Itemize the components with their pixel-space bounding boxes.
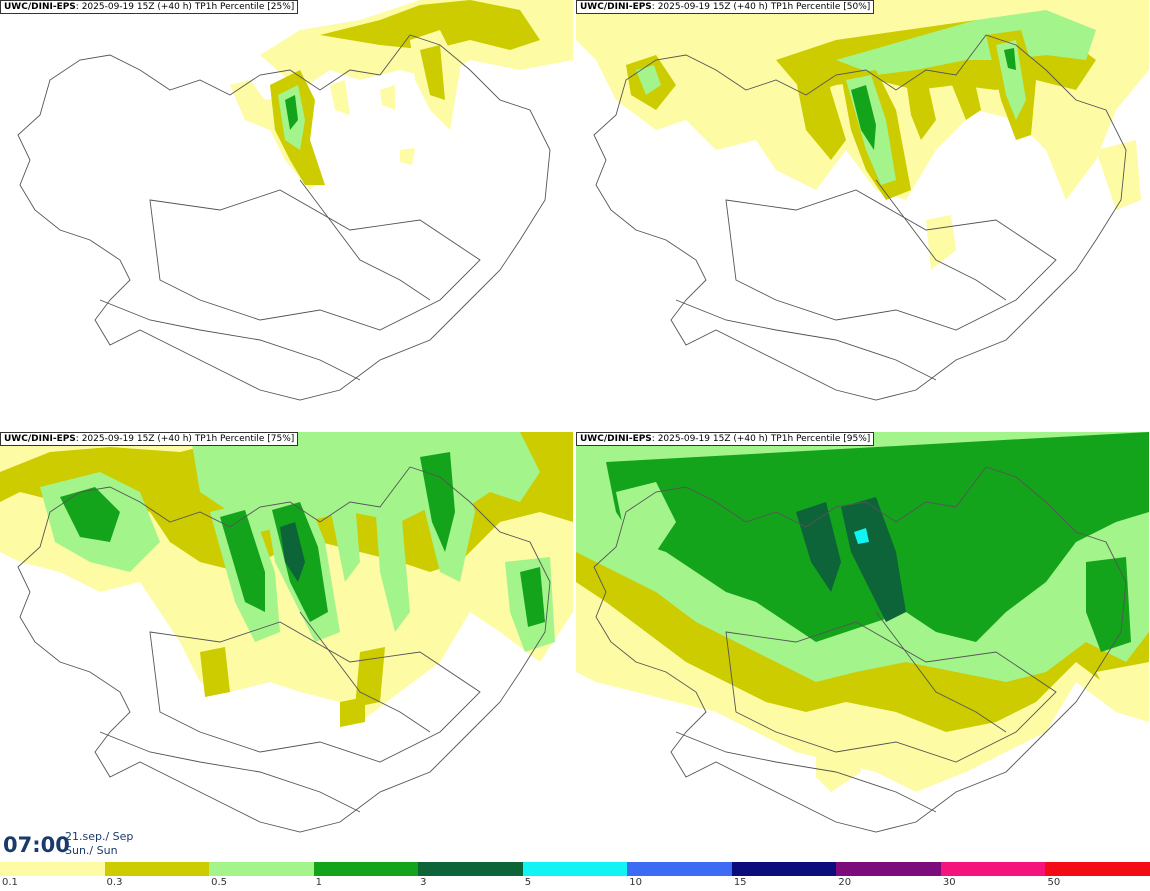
- iceland-outline: [17, 466, 551, 833]
- run-time: 2025-09-19 15Z (+40 h): [81, 2, 192, 12]
- legend-swatch: [731, 862, 837, 876]
- model-name: UWC/DINI-EPS: [580, 434, 652, 444]
- map-panel-p25: UWC/DINI-EPS: 2025-09-19 15Z (+40 h) TP1…: [0, 0, 573, 428]
- legend-swatch: [627, 862, 732, 876]
- legend-label: 50: [1047, 877, 1061, 888]
- legend-label: 30: [942, 877, 956, 888]
- field-name: TP1h Percentile [50%]: [770, 2, 871, 12]
- legend-swatch: [209, 862, 314, 876]
- legend-swatch: [522, 862, 628, 876]
- panel-title: UWC/DINI-EPS: 2025-09-19 15Z (+40 h) TP1…: [576, 0, 875, 14]
- legend-label: 10: [629, 877, 642, 888]
- iceland-outline: [593, 34, 1127, 401]
- valid-time: 07:00: [3, 833, 70, 857]
- precip-map-p75: [0, 432, 573, 833]
- legend-swatch: [313, 862, 419, 876]
- legend-labels: 0.1 0.3 0.5 1 3 5 10 15 20 30 50: [0, 877, 1150, 891]
- run-time: 2025-09-19 15Z (+40 h): [657, 2, 768, 12]
- panel-title: UWC/DINI-EPS: 2025-09-19 15Z (+40 h) TP1…: [576, 432, 875, 446]
- legend-label: 15: [733, 877, 747, 888]
- legend-label: 1: [315, 877, 322, 888]
- map-panel-p95: UWC/DINI-EPS: 2025-09-19 15Z (+40 h) TP1…: [576, 432, 1149, 860]
- legend-label: 0.5: [211, 877, 227, 888]
- precip-map-p50: [576, 0, 1149, 401]
- field-name: TP1h Percentile [75%]: [194, 434, 295, 444]
- model-name: UWC/DINI-EPS: [4, 2, 76, 12]
- run-time: 2025-09-19 15Z (+40 h): [657, 434, 768, 444]
- legend-swatch: [940, 862, 1046, 876]
- iceland-outline: [593, 466, 1127, 833]
- precip-field: [576, 0, 1149, 270]
- panel-divider-horizontal: [0, 428, 1150, 432]
- valid-date-line1: 21.sep./ Sep: [65, 830, 134, 843]
- field-name: TP1h Percentile [25%]: [194, 2, 295, 12]
- valid-date-line2: Sun./ Sun: [65, 844, 118, 857]
- legend-color-bar: [0, 862, 1150, 876]
- map-panel-p75: UWC/DINI-EPS: 2025-09-19 15Z (+40 h) TP1…: [0, 432, 573, 860]
- precip-map-p25: [17, 0, 573, 401]
- panel-title: UWC/DINI-EPS: 2025-09-19 15Z (+40 h) TP1…: [0, 432, 299, 446]
- legend-label: 0.1: [2, 877, 18, 888]
- legend-swatch: [418, 862, 523, 876]
- panel-title: UWC/DINI-EPS: 2025-09-19 15Z (+40 h) TP1…: [0, 0, 299, 14]
- valid-date: 21.sep./ Sep Sun./ Sun: [65, 830, 133, 858]
- precip-field: [576, 432, 1149, 792]
- legend-label: 0.3: [106, 877, 123, 888]
- field-name: TP1h Percentile [95%]: [770, 434, 871, 444]
- precip-map-p95: [576, 432, 1149, 833]
- legend-label: 20: [838, 877, 852, 888]
- valid-time-box: 07:00 21.sep./ Sep Sun./ Sun: [0, 828, 140, 862]
- color-legend: 0.1 0.3 0.5 1 3 5 10 15 20 30 50: [0, 862, 1150, 891]
- iceland-outline: [17, 34, 551, 401]
- model-name: UWC/DINI-EPS: [580, 2, 652, 12]
- run-time: 2025-09-19 15Z (+40 h): [81, 434, 192, 444]
- legend-swatch: [0, 862, 105, 876]
- legend-label: 5: [524, 877, 532, 888]
- legend-swatch: [104, 862, 210, 876]
- precip-field: [230, 0, 573, 190]
- model-name: UWC/DINI-EPS: [4, 434, 76, 444]
- precip-field: [0, 432, 573, 727]
- legend-label: 3: [420, 877, 427, 888]
- legend-swatch: [836, 862, 941, 876]
- legend-swatch: [1045, 862, 1150, 876]
- map-panel-p50: UWC/DINI-EPS: 2025-09-19 15Z (+40 h) TP1…: [576, 0, 1149, 428]
